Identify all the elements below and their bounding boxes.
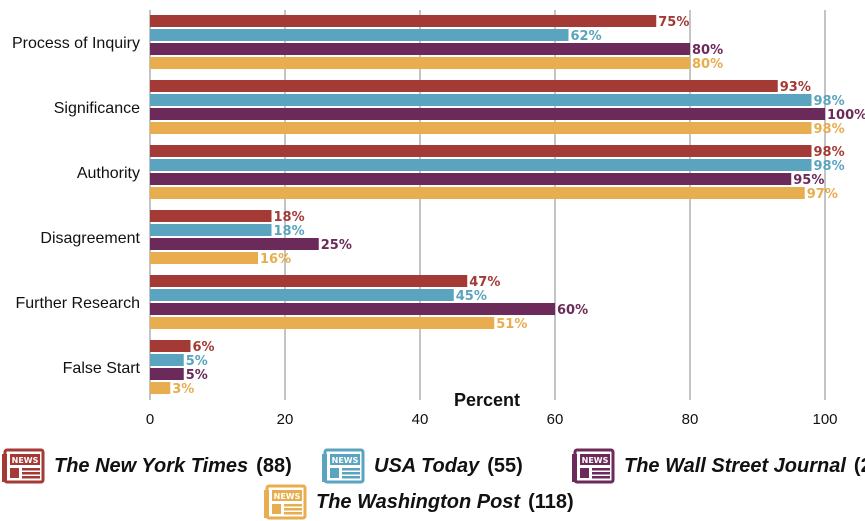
category-label: Authority	[77, 165, 140, 182]
bar	[150, 57, 690, 69]
icon-text: NEWS	[582, 456, 609, 465]
data-label: 47%	[469, 275, 500, 290]
icon-text: NEWS	[12, 456, 39, 465]
data-label: 80%	[692, 57, 723, 72]
data-label: 93%	[780, 80, 811, 95]
bar	[150, 108, 825, 120]
category-label: Disagreement	[40, 230, 140, 247]
x-tick-label: 20	[277, 411, 294, 428]
bar	[150, 210, 272, 222]
data-label: 5%	[186, 354, 208, 369]
icon-text: NEWS	[274, 492, 301, 501]
legend-series-count: (55)	[487, 454, 523, 477]
bar	[150, 145, 812, 157]
data-label: 98%	[814, 145, 845, 160]
gridlines	[149, 10, 826, 400]
data-label: 3%	[172, 382, 194, 397]
data-label: 98%	[814, 94, 845, 109]
newspaper-icon: NEWS	[572, 448, 615, 484]
data-label: 51%	[496, 317, 527, 332]
category-labels: Process of Inquiry Significance Authority D…	[12, 35, 141, 377]
legend-series-name: The Wall Street Journal	[624, 454, 846, 477]
data-label: 95%	[793, 173, 824, 188]
bar	[150, 382, 171, 394]
legend-item-series-1: NEWS USA Today (55)	[322, 448, 523, 484]
data-label: 97%	[807, 187, 838, 202]
data-label: 98%	[814, 122, 845, 137]
legend-series-count: (118)	[528, 490, 574, 513]
bar	[150, 340, 191, 352]
legend-series-count: (20)	[853, 454, 865, 477]
newspaper-icon: NEWS	[2, 448, 45, 484]
bar	[150, 252, 258, 264]
bar-chart: 75%62%80%80%93%98%100%98%98%98%95%97%18%…	[12, 10, 865, 428]
category-label: Process of Inquiry	[12, 35, 140, 52]
legend-series-name: USA Today	[374, 454, 480, 477]
data-label: 75%	[658, 15, 689, 30]
x-tick-label: 0	[146, 411, 154, 428]
legend-item-series-3: NEWS The Washington Post (118)	[264, 484, 574, 520]
data-label: 62%	[571, 29, 602, 44]
bar	[150, 29, 569, 41]
data-label: 5%	[186, 368, 208, 383]
data-label: 98%	[814, 159, 845, 174]
bar	[150, 94, 812, 106]
legend-series-name: The New York Times	[54, 454, 249, 477]
category-label: False Start	[63, 360, 141, 377]
data-label: 100%	[827, 108, 865, 123]
bar	[150, 80, 778, 92]
bar	[150, 122, 812, 134]
data-label: 18%	[274, 224, 305, 239]
category-label: Further Research	[16, 295, 141, 312]
data-label: 25%	[321, 238, 352, 253]
bar	[150, 303, 555, 315]
bar	[150, 238, 319, 250]
legend-item-series-0: NEWS The New York Times (88)	[2, 448, 292, 484]
bar	[150, 173, 792, 185]
bars: 75%62%80%80%93%98%100%98%98%98%95%97%18%…	[150, 15, 865, 397]
x-tick-label: 100	[812, 411, 837, 428]
data-label: 18%	[274, 210, 305, 225]
bar	[150, 159, 812, 171]
newspaper-icon: NEWS	[264, 484, 307, 520]
bar	[150, 43, 690, 55]
data-label: 80%	[692, 43, 723, 58]
legend: NEWS The New York Times (88) NEWS USA To…	[0, 440, 865, 521]
bar	[150, 289, 454, 301]
bar	[150, 224, 272, 236]
x-tick-label: 80	[682, 411, 699, 428]
data-label: 45%	[456, 289, 487, 304]
x-tick-label: 40	[412, 411, 429, 428]
bar	[150, 15, 657, 27]
category-label: Significance	[54, 100, 140, 117]
bar	[150, 368, 184, 380]
data-label: 16%	[260, 252, 291, 267]
x-axis-title: Percent	[454, 390, 520, 410]
legend-series-name: The Washington Post	[316, 490, 521, 513]
bar	[150, 275, 468, 287]
bar	[150, 187, 805, 199]
bar	[150, 317, 495, 329]
data-label: 60%	[557, 303, 588, 318]
newspaper-icon: NEWS	[322, 448, 365, 484]
legend-item-series-2: NEWS The Wall Street Journal (20)	[572, 448, 865, 484]
tick-labels: 0 20 40 60 80 100	[146, 411, 838, 428]
icon-text: NEWS	[332, 456, 359, 465]
legend-series-count: (88)	[256, 454, 292, 477]
data-label: 6%	[193, 340, 215, 355]
bar	[150, 354, 184, 366]
x-tick-label: 60	[547, 411, 564, 428]
